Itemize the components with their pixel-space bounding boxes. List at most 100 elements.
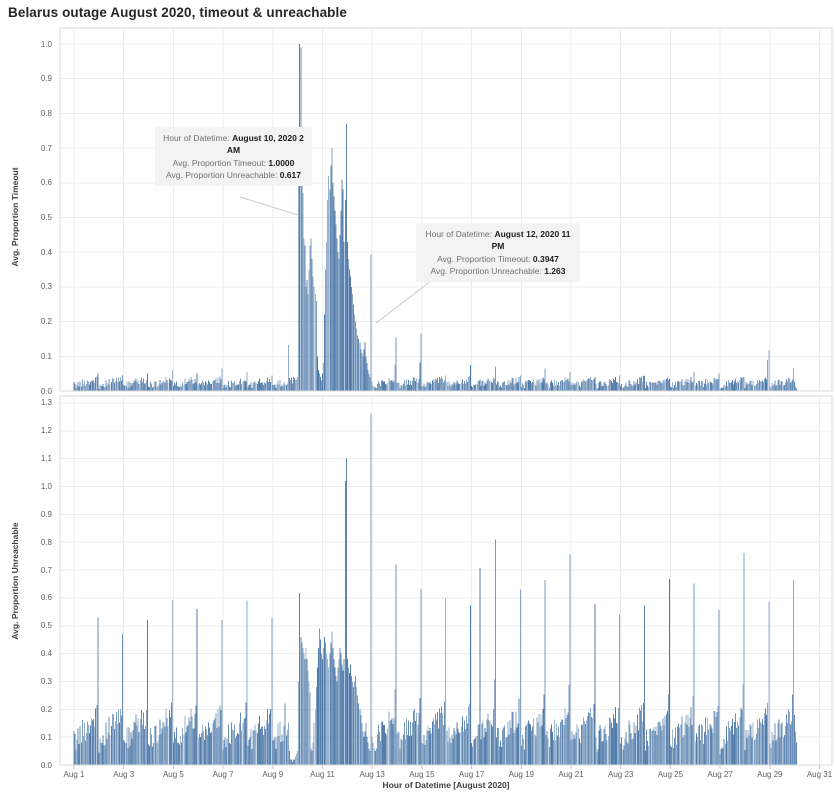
bar-unreachable[interactable] <box>312 742 314 765</box>
bar-timeout[interactable] <box>674 384 676 391</box>
bar-timeout[interactable] <box>487 378 489 392</box>
bar-timeout[interactable] <box>533 379 535 391</box>
bar-timeout[interactable] <box>383 381 385 392</box>
bar-timeout[interactable] <box>730 381 732 391</box>
bar-timeout[interactable] <box>367 370 369 391</box>
bar-unreachable[interactable] <box>498 728 500 765</box>
bar-unreachable[interactable] <box>177 742 179 765</box>
bar-unreachable[interactable] <box>550 724 552 765</box>
bar-timeout[interactable] <box>91 380 93 391</box>
bar-unreachable[interactable] <box>165 708 167 765</box>
bar-unreachable[interactable] <box>580 724 582 766</box>
bar-unreachable[interactable] <box>288 751 290 765</box>
bar-timeout[interactable] <box>635 382 637 391</box>
bar-unreachable[interactable] <box>424 745 426 765</box>
bar-unreachable[interactable] <box>324 636 326 765</box>
bar-timeout[interactable] <box>307 293 309 391</box>
bar-unreachable[interactable] <box>334 667 336 766</box>
bar-timeout[interactable] <box>310 238 312 391</box>
bar-unreachable[interactable] <box>783 735 785 765</box>
bar-timeout[interactable] <box>272 385 274 391</box>
bar-timeout[interactable] <box>172 385 174 391</box>
bar-unreachable[interactable] <box>726 741 728 765</box>
bar-timeout[interactable] <box>341 179 343 391</box>
bar-unreachable[interactable] <box>740 707 742 765</box>
bar-timeout[interactable] <box>449 384 451 391</box>
bar-unreachable[interactable] <box>114 721 116 765</box>
bar-timeout[interactable] <box>392 382 394 391</box>
bar-timeout[interactable] <box>305 286 307 391</box>
bar-timeout[interactable] <box>459 384 461 391</box>
bar-unreachable[interactable] <box>349 664 351 765</box>
bar-timeout[interactable] <box>589 378 591 391</box>
bar-unreachable[interactable] <box>315 687 317 765</box>
bar-unreachable[interactable] <box>570 739 572 765</box>
bar-unreachable[interactable] <box>82 735 84 765</box>
bar-unreachable[interactable] <box>576 724 578 765</box>
bar-timeout[interactable] <box>685 379 687 391</box>
bar-unreachable[interactable] <box>191 716 193 765</box>
bar-timeout[interactable] <box>630 383 632 391</box>
bar-timeout[interactable] <box>312 276 314 392</box>
bar-unreachable[interactable] <box>704 732 706 765</box>
bar-timeout[interactable] <box>346 241 348 391</box>
bar-unreachable[interactable] <box>571 731 573 765</box>
bar-unreachable[interactable] <box>792 694 794 765</box>
bar-unreachable[interactable] <box>166 718 168 765</box>
bar-unreachable[interactable] <box>414 709 416 765</box>
bar-unreachable[interactable] <box>143 728 145 765</box>
bar-unreachable[interactable] <box>642 703 644 765</box>
bar-timeout[interactable] <box>314 293 316 391</box>
bar-timeout[interactable] <box>529 380 531 391</box>
bar-unreachable[interactable] <box>78 743 80 765</box>
bar-unreachable[interactable] <box>502 729 504 766</box>
bar-unreachable[interactable] <box>101 742 103 765</box>
bar-unreachable[interactable] <box>748 735 750 765</box>
bar-timeout[interactable] <box>142 378 144 392</box>
bar-unreachable[interactable] <box>562 719 564 766</box>
bar-unreachable[interactable] <box>173 732 175 765</box>
bar-unreachable[interactable] <box>508 734 510 765</box>
bar-unreachable[interactable] <box>240 712 242 765</box>
bar-unreachable[interactable] <box>386 734 388 765</box>
bar-unreachable[interactable] <box>154 726 156 765</box>
bar-timeout[interactable] <box>81 379 83 391</box>
bar-unreachable[interactable] <box>516 727 518 765</box>
bar-timeout[interactable] <box>221 368 223 391</box>
bar-unreachable[interactable] <box>473 740 475 765</box>
bar-timeout[interactable] <box>682 385 684 392</box>
bar-timeout[interactable] <box>590 377 592 391</box>
bar-timeout[interactable] <box>639 377 641 391</box>
bar-unreachable[interactable] <box>574 738 576 765</box>
bar-timeout[interactable] <box>756 380 758 391</box>
bar-unreachable[interactable] <box>638 707 640 765</box>
bar-timeout[interactable] <box>588 378 590 391</box>
bar-timeout[interactable] <box>768 350 770 391</box>
bar-unreachable[interactable] <box>694 741 696 765</box>
bar-unreachable[interactable] <box>554 740 556 766</box>
bar-unreachable[interactable] <box>280 742 282 765</box>
bar-unreachable[interactable] <box>228 743 230 765</box>
bar-unreachable[interactable] <box>586 720 588 765</box>
bar-timeout[interactable] <box>554 386 556 391</box>
bar-timeout[interactable] <box>613 380 615 391</box>
bar-timeout[interactable] <box>278 384 280 392</box>
bar-timeout[interactable] <box>772 385 774 392</box>
bar-timeout[interactable] <box>641 381 643 392</box>
bar-unreachable[interactable] <box>402 734 404 765</box>
bar-unreachable[interactable] <box>452 738 454 765</box>
bar-timeout[interactable] <box>458 384 460 391</box>
bar-unreachable[interactable] <box>646 729 648 765</box>
bar-unreachable[interactable] <box>544 579 546 765</box>
bar-timeout[interactable] <box>654 383 656 391</box>
bar-timeout[interactable] <box>483 385 485 391</box>
bar-timeout[interactable] <box>610 381 612 391</box>
bar-timeout[interactable] <box>78 386 80 391</box>
bar-timeout[interactable] <box>552 385 554 391</box>
bar-unreachable[interactable] <box>717 706 719 765</box>
bar-timeout[interactable] <box>502 382 504 391</box>
bar-timeout[interactable] <box>113 383 115 391</box>
bar-unreachable[interactable] <box>708 729 710 765</box>
bar-timeout[interactable] <box>324 314 326 391</box>
bar-timeout[interactable] <box>369 377 371 391</box>
